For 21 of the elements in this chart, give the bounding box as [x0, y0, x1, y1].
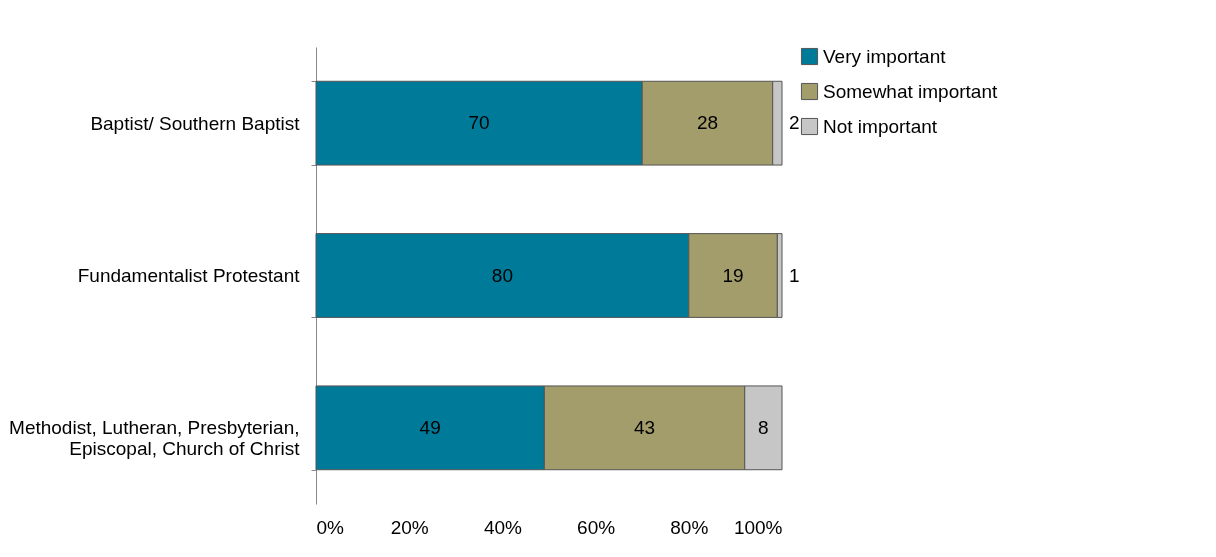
y-tick-label: Fundamentalist Protestant	[77, 265, 301, 286]
data-label: 2	[788, 112, 800, 134]
legend-label: Very important	[823, 45, 947, 67]
data-label: 80	[491, 264, 513, 286]
x-tick-label: 80%	[670, 516, 709, 538]
legend-label: Somewhat important	[823, 80, 998, 102]
data-label: 70	[468, 112, 490, 134]
x-tick-label: 100%	[733, 516, 783, 538]
data-label: 19	[722, 264, 744, 286]
y-tick-label: Baptist/ Southern Baptist	[90, 112, 301, 134]
x-tick-label: 20%	[390, 516, 429, 538]
data-label: 1	[788, 264, 800, 286]
x-tick-label: 60%	[577, 516, 616, 538]
data-label: 43	[633, 416, 656, 438]
legend-label: Not important	[823, 115, 938, 137]
data-label: 49	[419, 416, 441, 438]
x-tick-label: 0%	[316, 516, 345, 538]
data-label: 28	[696, 112, 719, 134]
x-tick-label: 40%	[483, 516, 523, 538]
y-tick-label: Methodist, Lutheran, Presbyterian, Episcopal, Church of Christ	[9, 417, 301, 460]
data-label: 8	[758, 416, 769, 438]
